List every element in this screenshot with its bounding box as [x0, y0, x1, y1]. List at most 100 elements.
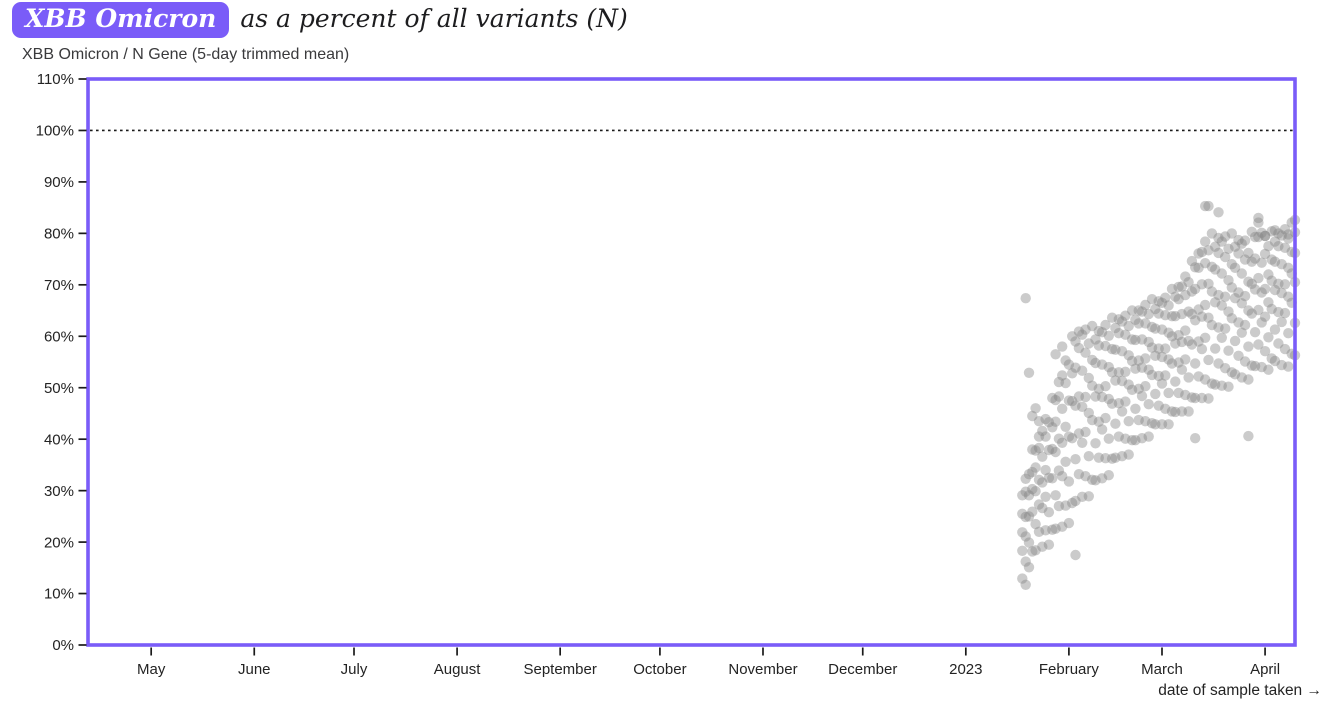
- data-point: [1183, 372, 1194, 383]
- y-tick-label: 70%: [44, 277, 74, 294]
- data-point: [1276, 230, 1287, 241]
- data-point: [1090, 391, 1101, 402]
- data-point: [1150, 350, 1161, 361]
- y-tick-label: 90%: [44, 174, 74, 191]
- data-point: [1096, 327, 1108, 338]
- data-point: [1017, 508, 1028, 519]
- data-point: [1176, 308, 1188, 320]
- data-point: [1113, 328, 1125, 339]
- data-point: [1030, 403, 1041, 414]
- data-point: [1253, 217, 1264, 228]
- y-tick-label: 110%: [37, 71, 74, 88]
- data-point: [1087, 474, 1098, 485]
- data-point: [1096, 391, 1108, 403]
- data-point: [1203, 354, 1214, 366]
- data-point: [1186, 392, 1198, 403]
- data-point: [1073, 469, 1085, 480]
- data-point: [1073, 391, 1085, 402]
- data-point: [1269, 225, 1281, 236]
- data-point: [1040, 525, 1051, 536]
- data-point: [1077, 491, 1088, 502]
- data-point: [1040, 413, 1051, 425]
- data-point: [1020, 531, 1031, 542]
- data-point: [1053, 433, 1065, 444]
- data-point: [1110, 375, 1121, 386]
- data-point: [1193, 248, 1204, 259]
- data-point: [1143, 431, 1154, 442]
- data-point: [1196, 392, 1208, 404]
- data-point: [1017, 573, 1028, 584]
- data-point: [1216, 236, 1228, 247]
- data-point: [1113, 314, 1125, 325]
- data-point: [1156, 297, 1168, 308]
- data-point: [1057, 437, 1068, 448]
- data-point: [1043, 507, 1055, 518]
- data-point: [1200, 299, 1211, 311]
- data-point: [1276, 287, 1287, 299]
- data-point: [1037, 502, 1048, 514]
- x-tick-label: September: [523, 661, 596, 678]
- data-point: [1023, 537, 1035, 548]
- data-point: [1283, 229, 1294, 240]
- data-point: [1100, 340, 1111, 352]
- data-point: [1140, 299, 1151, 311]
- data-point: [1123, 449, 1134, 460]
- data-point: [1070, 362, 1081, 373]
- data-point: [1080, 471, 1091, 482]
- data-point: [1279, 279, 1291, 290]
- data-point: [1110, 344, 1121, 355]
- data-point: [1093, 452, 1105, 463]
- data-point: [1180, 325, 1191, 336]
- data-point: [1253, 304, 1264, 316]
- variant-badge: XBB Omicron: [12, 2, 230, 38]
- data-point: [1100, 412, 1111, 424]
- data-point: [1170, 376, 1181, 387]
- data-point: [1060, 421, 1071, 432]
- data-point: [1233, 350, 1244, 361]
- data-point: [1020, 556, 1031, 567]
- data-point: [1130, 314, 1141, 325]
- x-tick-label: February: [1039, 661, 1100, 678]
- data-point: [1226, 367, 1238, 378]
- data-point: [1130, 435, 1141, 446]
- data-point: [1213, 322, 1224, 333]
- data-point: [1070, 400, 1081, 411]
- data-point: [1196, 246, 1208, 258]
- data-point: [1190, 358, 1201, 369]
- data-point: [1183, 406, 1194, 417]
- data-point: [1259, 283, 1271, 295]
- data-point: [1279, 224, 1291, 235]
- data-point: [1186, 255, 1198, 267]
- data-point: [1160, 292, 1171, 303]
- data-point: [1043, 539, 1055, 550]
- data-point: [1110, 418, 1121, 429]
- data-point: [1063, 431, 1075, 442]
- data-point: [1020, 473, 1031, 484]
- data-point: [1057, 341, 1068, 352]
- data-point: [1273, 228, 1284, 239]
- data-point: [1206, 378, 1218, 389]
- data-point: [1096, 424, 1108, 435]
- data-point: [1180, 389, 1191, 401]
- data-point: [1263, 241, 1274, 252]
- data-point: [1246, 226, 1258, 237]
- data-point: [1266, 275, 1277, 286]
- data-point: [1103, 433, 1115, 444]
- data-point: [1193, 304, 1204, 315]
- data-point: [1243, 341, 1254, 352]
- data-point: [1173, 281, 1184, 293]
- data-point: [1150, 388, 1161, 400]
- data-point: [1273, 278, 1284, 289]
- data-point: [1126, 384, 1138, 395]
- y-tick-label: 50%: [44, 380, 74, 397]
- data-point: [1173, 330, 1184, 341]
- data-point: [1103, 470, 1115, 481]
- x-tick-label: August: [434, 661, 482, 678]
- data-point: [1080, 324, 1091, 335]
- data-point: [1093, 325, 1105, 337]
- data-point: [1116, 316, 1128, 327]
- data-point: [1090, 357, 1101, 369]
- data-point: [1170, 291, 1181, 302]
- data-point: [1203, 245, 1214, 256]
- data-point: [1176, 364, 1188, 375]
